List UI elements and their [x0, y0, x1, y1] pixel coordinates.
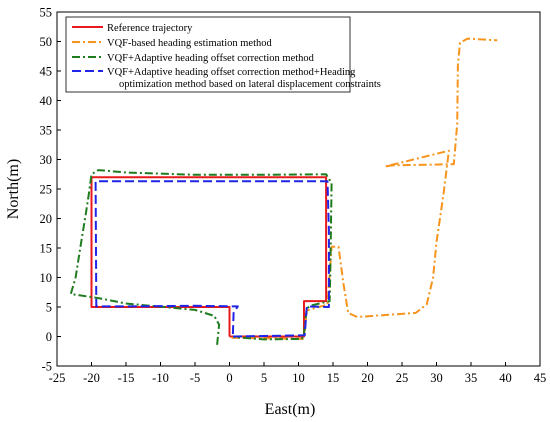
x-tick-label: 30 — [430, 371, 443, 385]
y-tick-label: 10 — [40, 271, 53, 285]
x-tick-label: 5 — [261, 371, 267, 385]
y-tick-label: 20 — [40, 212, 53, 226]
x-axis-title: East(m) — [265, 401, 316, 418]
x-tick-label: -5 — [190, 371, 200, 385]
x-tick-label: 35 — [465, 371, 478, 385]
y-tick-label: 35 — [40, 124, 53, 138]
x-tick-label: -10 — [152, 371, 169, 385]
series-line-3 — [69, 169, 333, 345]
series-line-4 — [94, 180, 330, 338]
y-axis-title: North(m) — [5, 159, 22, 219]
series-layer — [69, 37, 498, 345]
y-tick-label: 25 — [40, 183, 53, 197]
legend: Reference trajectory VQF-based heading es… — [65, 16, 381, 93]
x-tick-label: 15 — [327, 371, 340, 385]
y-tick-label: 50 — [40, 35, 53, 49]
legend-label-1: Reference trajectory — [107, 23, 193, 34]
x-tick-label: 45 — [534, 371, 547, 385]
legend-label-3: VQF+Adaptive heading offset correction m… — [107, 53, 315, 64]
y-tick-label: 40 — [40, 94, 53, 108]
y-tick-label: 30 — [40, 153, 53, 167]
x-tick-label: 25 — [396, 371, 409, 385]
x-axis: -25 -20 -15 -10 -5 0 5 10 15 20 25 30 35 40 45 — [49, 362, 547, 385]
y-axis: -5 0 5 10 15 20 25 30 35 40 45 50 55 — [40, 6, 61, 374]
x-tick-label: 20 — [361, 371, 374, 385]
series-line-1 — [90, 176, 328, 338]
y-tick-label: 0 — [46, 330, 52, 344]
legend-label-4: VQF+Adaptive heading offset correction m… — [107, 67, 381, 90]
y-tick-label: 5 — [46, 301, 52, 315]
x-tick-label: 10 — [292, 371, 305, 385]
x-tick-label: -20 — [83, 371, 100, 385]
x-tick-label: 0 — [226, 371, 232, 385]
y-tick-label: -5 — [42, 360, 52, 374]
legend-box — [65, 16, 351, 93]
y-tick-label: 45 — [40, 65, 53, 79]
legend-label-2: VQF-based heading estimation method — [107, 38, 273, 49]
x-tick-label: -15 — [118, 371, 135, 385]
y-tick-label: 55 — [40, 6, 53, 20]
x-tick-label: 40 — [499, 371, 512, 385]
x-tick-label: -25 — [49, 371, 66, 385]
y-tick-label: 15 — [40, 242, 53, 256]
